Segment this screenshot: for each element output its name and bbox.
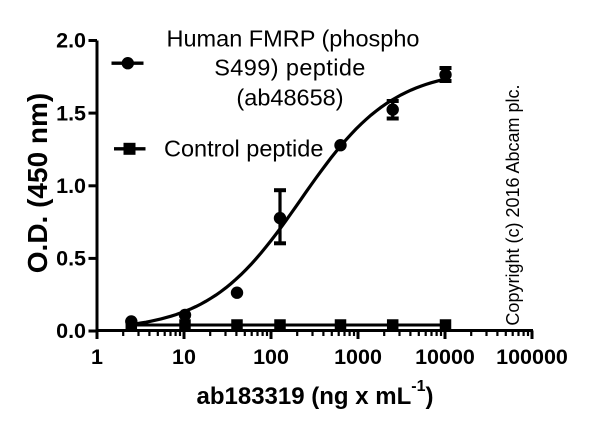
svg-text:S499) peptide: S499) peptide <box>214 55 366 81</box>
svg-text:10: 10 <box>172 345 196 369</box>
svg-text:1000: 1000 <box>334 345 382 369</box>
svg-text:0.0: 0.0 <box>56 319 86 343</box>
svg-text:Copyright (c) 2016 Abcam plc.: Copyright (c) 2016 Abcam plc. <box>503 84 523 325</box>
svg-text:(ab48658): (ab48658) <box>236 85 343 111</box>
svg-text:Human FMRP (phospho: Human FMRP (phospho <box>167 25 420 51</box>
svg-text:Control peptide: Control peptide <box>164 136 323 162</box>
svg-text:1.5: 1.5 <box>56 101 86 125</box>
svg-text:100: 100 <box>253 345 289 369</box>
svg-text:10000: 10000 <box>415 345 475 369</box>
svg-text:2.0: 2.0 <box>56 29 86 53</box>
svg-text:100000: 100000 <box>496 345 568 369</box>
svg-text:1: 1 <box>91 345 103 369</box>
svg-text:O.D. (450 nm): O.D. (450 nm) <box>22 93 53 273</box>
svg-text:1.0: 1.0 <box>56 174 86 198</box>
svg-text:ab183319 (ng x mL-1): ab183319 (ng x mL-1) <box>197 378 434 410</box>
svg-text:0.5: 0.5 <box>56 247 86 271</box>
